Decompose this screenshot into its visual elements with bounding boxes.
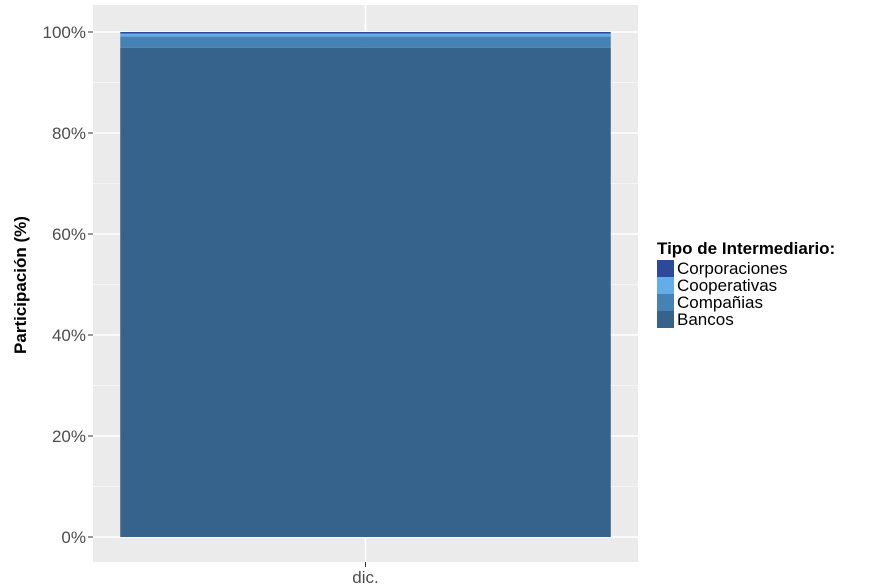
x-tick-label: dic. bbox=[352, 568, 378, 584]
bar-segment-cooperativas bbox=[120, 33, 611, 37]
y-tick-label: 60% bbox=[52, 225, 86, 244]
legend-label: Corporaciones bbox=[677, 259, 788, 278]
legend-key bbox=[657, 294, 674, 311]
bar-segment-corporaciones bbox=[120, 32, 611, 34]
y-tick-label: 20% bbox=[52, 427, 86, 446]
bar-segment-bancos bbox=[120, 47, 611, 537]
y-tick-label: 40% bbox=[52, 326, 86, 345]
legend-label: Cooperativas bbox=[677, 276, 777, 295]
y-tick-label: 80% bbox=[52, 124, 86, 143]
y-axis: 0% 20% 40% 60% 80% 100% bbox=[43, 23, 93, 547]
legend-label: Compañias bbox=[677, 293, 763, 312]
y-axis-title: Participación (%) bbox=[11, 216, 30, 354]
legend-key bbox=[657, 260, 674, 277]
legend-title: Tipo de Intermediario: bbox=[657, 239, 835, 258]
x-axis: dic. bbox=[352, 562, 379, 584]
bars bbox=[120, 32, 611, 537]
legend-key bbox=[657, 277, 674, 294]
bar-segment-compa-ias bbox=[120, 36, 611, 48]
legend: Tipo de Intermediario: CorporacionesCoop… bbox=[657, 239, 835, 329]
legend-key bbox=[657, 311, 674, 328]
y-tick-label: 100% bbox=[43, 23, 86, 42]
y-tick-label: 0% bbox=[61, 528, 86, 547]
legend-label: Bancos bbox=[677, 310, 734, 329]
